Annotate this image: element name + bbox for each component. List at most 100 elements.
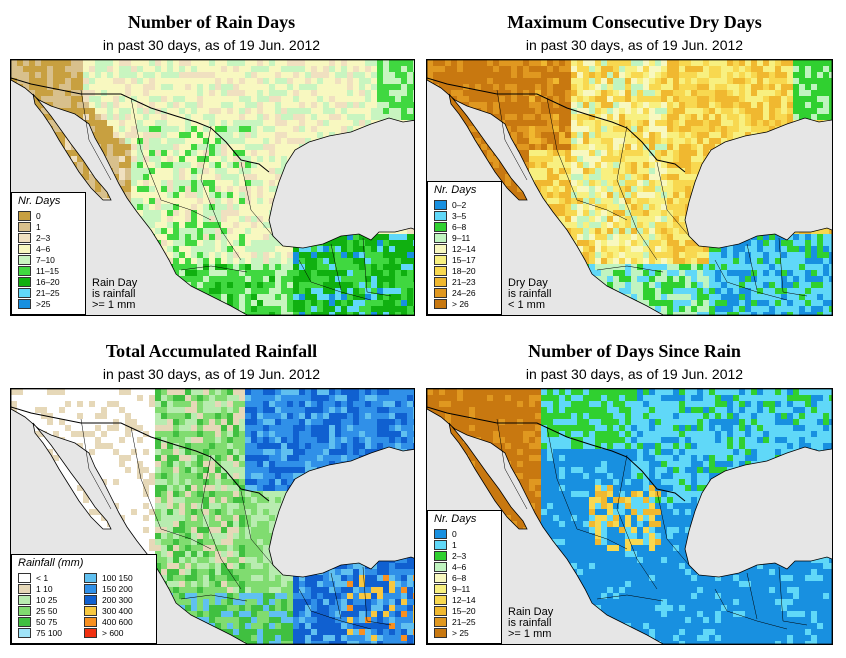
grid-cell <box>335 294 341 300</box>
grid-cell <box>661 144 667 150</box>
grid-cell <box>323 126 329 132</box>
grid-cell <box>77 114 83 120</box>
grid-cell <box>595 156 601 162</box>
grid-cell <box>275 114 281 120</box>
grid-cell <box>317 78 323 84</box>
grid-cell <box>239 114 245 120</box>
grid-cell <box>203 288 209 294</box>
grid-cell <box>281 288 287 294</box>
grid-cell <box>643 114 649 120</box>
grid-cell <box>137 204 143 210</box>
grid-cell <box>499 60 505 66</box>
grid-cell <box>517 78 523 84</box>
grid-cell <box>625 66 631 72</box>
grid-cell <box>559 138 565 144</box>
grid-cell <box>775 84 781 90</box>
grid-cell <box>377 108 383 114</box>
grid-cell <box>269 192 275 198</box>
grid-cell <box>673 180 679 186</box>
grid-cell <box>463 78 469 84</box>
grid-cell <box>613 144 619 150</box>
grid-cell <box>535 144 541 150</box>
grid-cell <box>655 114 661 120</box>
grid-cell <box>221 180 227 186</box>
grid-cell <box>65 60 71 66</box>
grid-cell <box>269 66 275 72</box>
grid-cell <box>661 102 667 108</box>
grid-cell <box>221 210 227 216</box>
grid-cell <box>395 288 401 294</box>
grid-cell <box>371 246 377 252</box>
grid-cell <box>757 96 763 102</box>
grid-cell <box>463 72 469 78</box>
grid-cell <box>691 78 697 84</box>
grid-cell <box>167 180 173 186</box>
grid-cell <box>347 288 353 294</box>
grid-cell <box>329 288 335 294</box>
grid-cell <box>167 162 173 168</box>
map-dry-days[interactable]: Nr. Days 0–2 3–5 6–8 9–11 12–14 15–17 18–20 21–2… <box>426 59 833 316</box>
grid-cell <box>191 264 197 270</box>
grid-cell <box>287 138 293 144</box>
grid-cell <box>637 90 643 96</box>
grid-cell <box>541 138 547 144</box>
grid-cell <box>239 234 245 240</box>
grid-cell <box>281 66 287 72</box>
map-rain-days[interactable]: Nr. Days 0 1 2–3 4–6 7–10 11–15 16–20 21–25 >25 Ra… <box>10 59 415 316</box>
grid-cell <box>347 264 353 270</box>
grid-cell <box>775 102 781 108</box>
grid-cell <box>125 120 131 126</box>
grid-cell <box>233 150 239 156</box>
grid-cell <box>251 66 257 72</box>
grid-cell <box>329 126 335 132</box>
grid-cell <box>173 138 179 144</box>
grid-cell <box>239 144 245 150</box>
grid-cell <box>619 198 625 204</box>
grid-cell <box>395 312 401 315</box>
grid-cell <box>805 66 811 72</box>
grid-cell <box>227 204 233 210</box>
grid-cell <box>377 258 383 264</box>
grid-cell <box>107 138 113 144</box>
grid-cell <box>401 246 407 252</box>
grid-cell <box>191 258 197 264</box>
grid-cell <box>365 78 371 84</box>
grid-cell <box>335 258 341 264</box>
grid-cell <box>299 264 305 270</box>
grid-cell <box>269 162 275 168</box>
grid-cell <box>619 120 625 126</box>
grid-cell <box>721 108 727 114</box>
grid-cell <box>371 240 377 246</box>
grid-cell <box>197 246 203 252</box>
grid-cell <box>185 60 191 66</box>
grid-cell <box>287 114 293 120</box>
grid-cell <box>805 90 811 96</box>
grid-cell <box>347 108 353 114</box>
grid-cell <box>703 108 709 114</box>
grid-cell <box>275 120 281 126</box>
grid-cell <box>413 264 414 270</box>
grid-cell <box>571 174 577 180</box>
grid-cell <box>673 72 679 78</box>
grid-cell <box>221 174 227 180</box>
grid-cell <box>275 78 281 84</box>
grid-cell <box>601 198 607 204</box>
grid-cell <box>281 300 287 306</box>
grid-cell <box>209 282 215 288</box>
grid-cell <box>347 114 353 120</box>
grid-cell <box>499 78 505 84</box>
grid-cell <box>197 66 203 72</box>
grid-cell <box>209 276 215 282</box>
grid-cell <box>823 72 829 78</box>
grid-cell <box>227 90 233 96</box>
grid-cell <box>679 108 685 114</box>
grid-cell <box>679 144 685 150</box>
grid-cell <box>359 252 365 258</box>
grid-cell <box>529 138 535 144</box>
grid-cell <box>263 186 269 192</box>
grid-cell <box>541 90 547 96</box>
grid-cell <box>697 162 703 168</box>
grid-cell <box>323 264 329 270</box>
grid-cell <box>673 156 679 162</box>
grid-cell <box>251 138 257 144</box>
